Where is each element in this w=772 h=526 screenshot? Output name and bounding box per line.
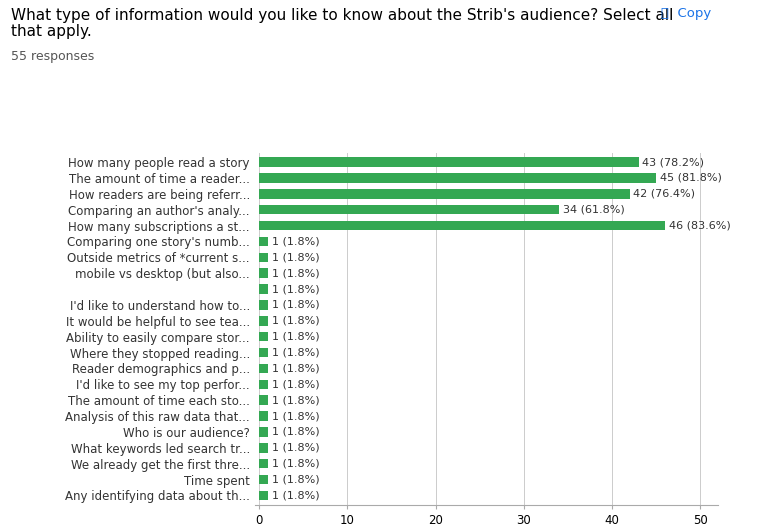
Text: 34 (61.8%): 34 (61.8%)	[563, 205, 625, 215]
Bar	[259, 475, 268, 484]
Text: What type of information would you like to know about the Strib's audience? Sele: What type of information would you like …	[11, 8, 673, 23]
Text: 1 (1.8%): 1 (1.8%)	[272, 490, 319, 500]
Text: 1 (1.8%): 1 (1.8%)	[272, 300, 319, 310]
Text: 1 (1.8%): 1 (1.8%)	[272, 252, 319, 262]
Text: 1 (1.8%): 1 (1.8%)	[272, 443, 319, 453]
Bar	[259, 237, 268, 246]
Bar	[259, 252, 268, 262]
Text: 1 (1.8%): 1 (1.8%)	[272, 332, 319, 342]
Bar	[259, 491, 268, 500]
Text: 55 responses: 55 responses	[11, 50, 94, 63]
Text: 1 (1.8%): 1 (1.8%)	[272, 395, 319, 405]
Text: 1 (1.8%): 1 (1.8%)	[272, 348, 319, 358]
Bar	[259, 411, 268, 421]
Bar	[259, 221, 665, 230]
Text: 43 (78.2%): 43 (78.2%)	[642, 157, 704, 167]
Bar	[259, 380, 268, 389]
Bar	[259, 348, 268, 357]
Text: 42 (76.4%): 42 (76.4%)	[633, 189, 696, 199]
Text: 46 (83.6%): 46 (83.6%)	[669, 220, 730, 230]
Bar	[259, 332, 268, 341]
Bar	[259, 396, 268, 405]
Bar	[259, 316, 268, 326]
Bar	[259, 189, 630, 199]
Bar	[259, 427, 268, 437]
Bar	[259, 157, 638, 167]
Bar	[259, 284, 268, 294]
Text: 1 (1.8%): 1 (1.8%)	[272, 237, 319, 247]
Text: 1 (1.8%): 1 (1.8%)	[272, 316, 319, 326]
Text: 1 (1.8%): 1 (1.8%)	[272, 284, 319, 294]
Bar	[259, 443, 268, 452]
Bar	[259, 268, 268, 278]
Text: 1 (1.8%): 1 (1.8%)	[272, 379, 319, 389]
Bar	[259, 173, 656, 183]
Bar	[259, 205, 559, 215]
Bar	[259, 363, 268, 373]
Bar	[259, 300, 268, 310]
Text: 1 (1.8%): 1 (1.8%)	[272, 427, 319, 437]
Text: that apply.: that apply.	[11, 24, 92, 39]
Text: 1 (1.8%): 1 (1.8%)	[272, 268, 319, 278]
Text: ⧉  Copy: ⧉ Copy	[661, 7, 711, 21]
Text: 1 (1.8%): 1 (1.8%)	[272, 363, 319, 373]
Text: 1 (1.8%): 1 (1.8%)	[272, 411, 319, 421]
Text: 1 (1.8%): 1 (1.8%)	[272, 474, 319, 484]
Bar	[259, 459, 268, 469]
Text: 1 (1.8%): 1 (1.8%)	[272, 459, 319, 469]
Text: 45 (81.8%): 45 (81.8%)	[660, 173, 722, 183]
